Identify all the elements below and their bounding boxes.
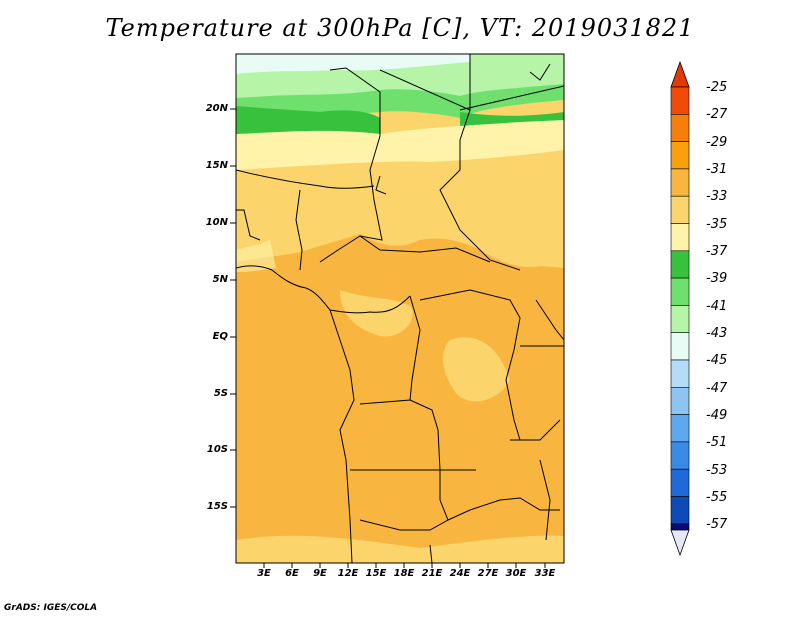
lon-label-33e: 33E bbox=[534, 568, 556, 579]
colorbar-label-10: -43 bbox=[706, 326, 728, 341]
colorbar-label-9: -41 bbox=[706, 299, 728, 314]
colorbar-label-8: -39 bbox=[706, 271, 728, 286]
colorbar-box-5 bbox=[670, 195, 690, 224]
colorbar-box-17 bbox=[670, 523, 690, 531]
colorbar-box-13 bbox=[670, 414, 690, 443]
grads-credit: GrADS: IGES/COLA bbox=[4, 603, 98, 613]
lon-label-18e: 18E bbox=[393, 568, 415, 579]
colorbar-box-14 bbox=[670, 441, 690, 470]
temperature-field bbox=[236, 54, 564, 563]
lon-label-3e: 3E bbox=[257, 568, 271, 579]
map-title: Temperature at 300hPa [C], VT: 201903182… bbox=[105, 14, 695, 42]
lat-label-5s: 5S bbox=[213, 388, 228, 399]
colorbar-label-3: -29 bbox=[706, 135, 728, 150]
lon-label-6e: 6E bbox=[285, 568, 299, 579]
lat-label-20n: 20N bbox=[205, 103, 228, 114]
lat-label-5n: 5N bbox=[212, 274, 228, 285]
colorbar-box-11 bbox=[670, 359, 690, 388]
lat-label-10s: 10S bbox=[206, 444, 228, 455]
lat-label-eq: EQ bbox=[212, 331, 228, 342]
colorbar-box-10 bbox=[670, 332, 690, 361]
colorbar-label-13: -49 bbox=[706, 408, 728, 423]
map-frame bbox=[235, 53, 565, 564]
colorbar-box-9 bbox=[670, 305, 690, 333]
colorbar-box-1 bbox=[670, 86, 690, 115]
lon-label-21e: 21E bbox=[421, 568, 443, 579]
colorbar-label-17: -57 bbox=[706, 517, 728, 532]
colorbar-label-15: -53 bbox=[706, 463, 728, 478]
colorbar-label-2: -27 bbox=[706, 107, 728, 122]
colorbar-box-12 bbox=[670, 386, 690, 415]
lat-label-15s: 15S bbox=[206, 501, 228, 512]
colorbar-box-6 bbox=[670, 223, 690, 252]
colorbar-label-14: -51 bbox=[706, 435, 728, 450]
colorbar-box-2 bbox=[670, 114, 690, 142]
colorbar-box-7 bbox=[670, 250, 690, 279]
lon-label-30e: 30E bbox=[505, 568, 527, 579]
colorbar-box-8 bbox=[670, 277, 690, 306]
lon-label-24e: 24E bbox=[449, 568, 471, 579]
colorbar-box-3 bbox=[670, 141, 690, 170]
colorbar-label-11: -45 bbox=[706, 353, 728, 368]
country-borders bbox=[236, 54, 564, 563]
colorbar-label-4: -31 bbox=[706, 162, 728, 177]
colorbar-label-1: -25 bbox=[706, 80, 728, 95]
colorbar-bottom-arrow bbox=[670, 529, 690, 557]
colorbar-top-arrow bbox=[670, 60, 690, 88]
colorbar-label-5: -33 bbox=[706, 189, 728, 204]
lat-label-15n: 15N bbox=[205, 160, 228, 171]
colorbar-box-4 bbox=[670, 168, 690, 197]
lat-label-10n: 10N bbox=[205, 217, 228, 228]
colorbar-label-7: -37 bbox=[706, 244, 728, 259]
colorbar bbox=[670, 60, 690, 557]
colorbar-label-12: -47 bbox=[706, 381, 728, 396]
lon-label-27e: 27E bbox=[477, 568, 499, 579]
colorbar-box-16 bbox=[670, 496, 690, 525]
colorbar-label-6: -35 bbox=[706, 217, 728, 232]
colorbar-box-15 bbox=[670, 468, 690, 497]
axis-ticks bbox=[230, 108, 546, 568]
colorbar-label-16: -55 bbox=[706, 490, 728, 505]
lon-label-9e: 9E bbox=[313, 568, 327, 579]
lon-label-12e: 12E bbox=[337, 568, 359, 579]
lon-label-15e: 15E bbox=[365, 568, 387, 579]
